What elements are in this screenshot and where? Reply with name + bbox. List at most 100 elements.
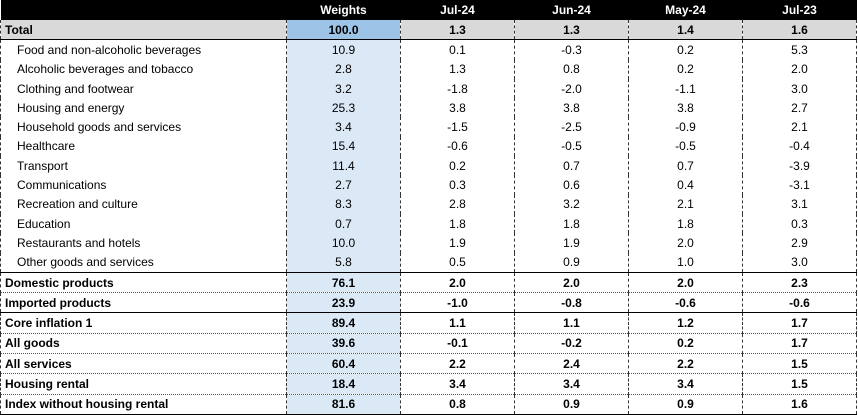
row-value-jul24: 1.1: [400, 312, 515, 334]
row-value-jul23: -3.9: [742, 156, 857, 176]
row-weight: 11.4: [286, 156, 401, 176]
row-value-jul24: 0.5: [400, 252, 515, 273]
row-weight: 39.6: [286, 333, 401, 355]
row-label: Household goods and services: [0, 117, 287, 137]
row-value-jul24: -1.8: [400, 78, 515, 99]
table-row: Restaurants and hotels 10.0 1.9 1.9 2.0 …: [0, 233, 857, 253]
row-label: Clothing and footwear: [0, 78, 287, 99]
row-value-jun24: -0.5: [514, 136, 629, 157]
row-value-may24: 0.7: [628, 156, 743, 176]
row-value-jul23: -0.4: [742, 136, 857, 157]
table-row-imported: Imported products 23.9 -1.0 -0.8 -0.6 -0…: [0, 292, 857, 313]
table-row: Education 0.7 1.8 1.8 1.8 0.3: [0, 213, 857, 234]
row-label: Education: [0, 213, 287, 234]
row-label: Transport: [0, 156, 287, 176]
row-value-jul24: 3.4: [400, 373, 515, 395]
row-label: Index without housing rental: [0, 394, 287, 415]
row-weight: 23.9: [286, 292, 401, 313]
row-weight: 10.0: [286, 233, 401, 253]
row-label: All services: [0, 353, 287, 375]
header-col2: Jun-24: [514, 0, 629, 20]
table-row: Alcoholic beverages and tobacco 2.8 1.3 …: [0, 59, 857, 79]
row-value-jun24: 3.2: [514, 194, 629, 214]
row-value-jun24: 3.4: [514, 373, 629, 395]
row-value-jul23: 5.3: [742, 39, 857, 60]
row-label: Other goods and services: [0, 252, 287, 273]
row-value-jul24: 1.3: [400, 59, 515, 79]
row-label: All goods: [0, 333, 287, 355]
table-row: Transport 11.4 0.2 0.7 0.7 -3.9: [0, 156, 857, 176]
row-weight: 18.4: [286, 373, 401, 395]
row-value-jul24: 2.8: [400, 194, 515, 214]
row-label: Restaurants and hotels: [0, 233, 287, 253]
row-value-jun24: 1.9: [514, 233, 629, 253]
row-value-jul24: 1.9: [400, 233, 515, 253]
header-col4: Jul-23: [742, 0, 857, 20]
row-label: Total: [0, 20, 287, 41]
row-value-may24: -0.6: [628, 292, 743, 313]
row-value-jun24: 0.8: [514, 59, 629, 79]
row-value-jun24: 2.4: [514, 353, 629, 375]
row-value-jun24: 1.8: [514, 213, 629, 234]
header-col1: Jul-24: [400, 0, 515, 20]
row-value-jul23: 1.5: [742, 373, 857, 395]
row-label: Alcoholic beverages and tobacco: [0, 59, 287, 79]
row-value-jun24: 3.8: [514, 98, 629, 118]
row-value-jun24: -2.5: [514, 117, 629, 137]
table-row-without-rental: Index without housing rental 81.6 0.8 0.…: [0, 394, 857, 415]
row-value-jul24: 0.1: [400, 39, 515, 60]
row-value-may24: 3.4: [628, 373, 743, 395]
row-value-jul23: 1.7: [742, 312, 857, 334]
row-value-jul23: 2.1: [742, 117, 857, 137]
row-label: Healthcare: [0, 136, 287, 157]
row-value-jul23: 2.0: [742, 59, 857, 79]
row-weight: 3.2: [286, 78, 401, 99]
table-row: Recreation and culture 8.3 2.8 3.2 2.1 3…: [0, 194, 857, 214]
table-row: Healthcare 15.4 -0.6 -0.5 -0.5 -0.4: [0, 136, 857, 157]
row-value-jul24: 2.0: [400, 271, 515, 294]
row-label: Housing rental: [0, 373, 287, 395]
row-weight: 100.0: [286, 20, 401, 41]
row-value-may24: 1.2: [628, 312, 743, 334]
row-value-may24: 1.0: [628, 252, 743, 273]
row-weight: 81.6: [286, 394, 401, 415]
row-value-may24: 0.2: [628, 59, 743, 79]
row-weight: 2.8: [286, 59, 401, 79]
row-value-jul23: 2.9: [742, 233, 857, 253]
table-row: Household goods and services 3.4 -1.5 -2…: [0, 117, 857, 137]
row-value-jul23: -0.6: [742, 292, 857, 313]
row-value-jul24: 0.8: [400, 394, 515, 415]
row-value-jun24: 1.3: [514, 20, 629, 41]
row-value-jun24: -0.3: [514, 39, 629, 60]
row-value-may24: -0.9: [628, 117, 743, 137]
row-value-jul23: 3.0: [742, 78, 857, 99]
table-row: Communications 2.7 0.3 0.6 0.4 -3.1: [0, 175, 857, 195]
table-row: Housing and energy 25.3 3.8 3.8 3.8 2.7: [0, 98, 857, 118]
row-value-may24: 2.0: [628, 271, 743, 294]
table-row: Clothing and footwear 3.2 -1.8 -2.0 -1.1…: [0, 78, 857, 99]
row-value-jul23: 1.6: [742, 394, 857, 415]
row-weight: 25.3: [286, 98, 401, 118]
row-weight: 10.9: [286, 39, 401, 60]
table-row-housing-rental: Housing rental 18.4 3.4 3.4 3.4 1.5: [0, 373, 857, 395]
row-value-jul23: 0.3: [742, 213, 857, 234]
table-row: Food and non-alcoholic beverages 10.9 0.…: [0, 39, 857, 60]
row-value-jul24: 0.3: [400, 175, 515, 195]
table-row-core: Core inflation 1 89.4 1.1 1.1 1.2 1.7: [0, 312, 857, 334]
row-value-may24: 2.2: [628, 353, 743, 375]
row-label: Housing and energy: [0, 98, 287, 118]
row-value-may24: -1.1: [628, 78, 743, 99]
row-value-jun24: 0.7: [514, 156, 629, 176]
row-value-may24: 2.1: [628, 194, 743, 214]
row-value-jul23: 3.0: [742, 252, 857, 273]
row-value-jul24: -1.0: [400, 292, 515, 313]
row-value-jun24: 0.9: [514, 394, 629, 415]
row-value-may24: 0.9: [628, 394, 743, 415]
table-row: Other goods and services 5.8 0.5 0.9 1.0…: [0, 252, 857, 273]
row-value-jul23: 2.7: [742, 98, 857, 118]
row-value-jul24: 2.2: [400, 353, 515, 375]
row-weight: 0.7: [286, 213, 401, 234]
row-value-jul24: 0.2: [400, 156, 515, 176]
row-value-may24: 0.2: [628, 39, 743, 60]
